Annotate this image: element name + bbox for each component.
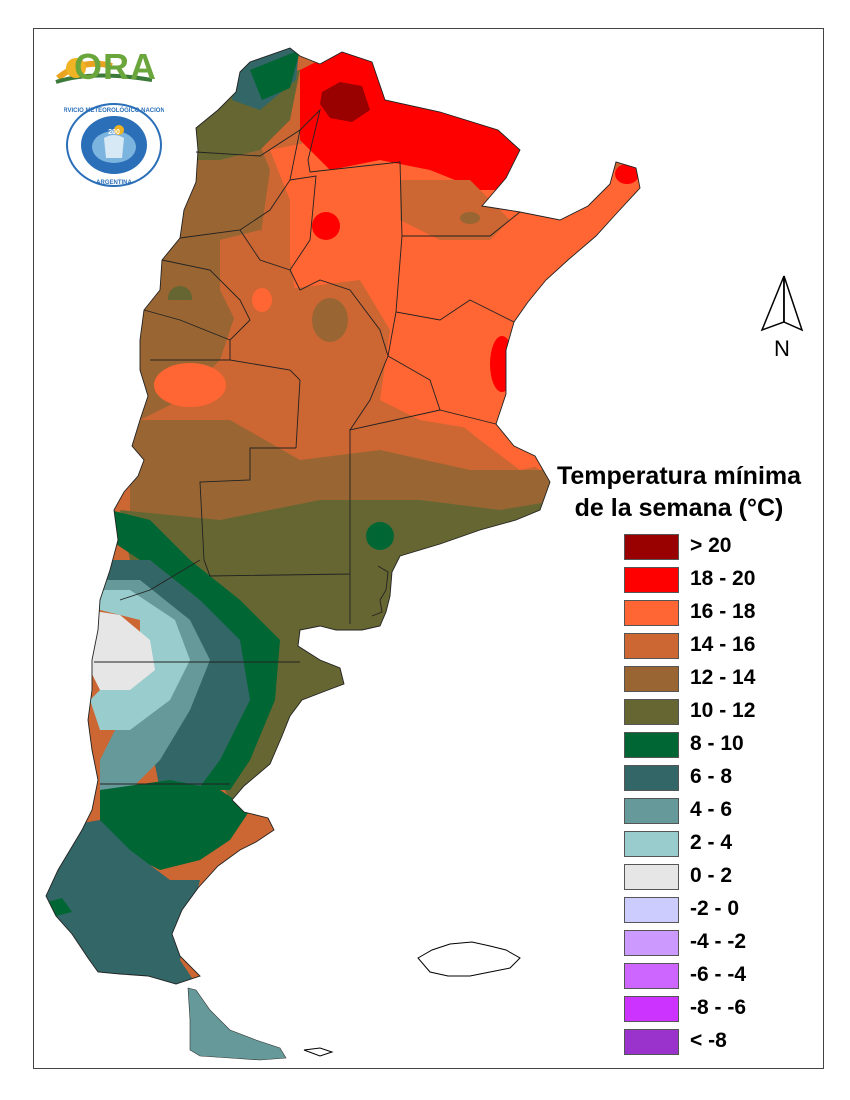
north-label: N (774, 336, 790, 361)
legend-swatch (624, 996, 679, 1022)
legend-title-line1: Temperatura mínima (556, 462, 802, 490)
smn-seal-logo: SERVICIO METEOROLÓGICO NACIONAL ARGENTIN… (55, 102, 173, 188)
legend-label: > 20 (690, 534, 732, 557)
legend-swatch (624, 963, 679, 989)
legend-swatch (624, 699, 679, 725)
legend-swatch (624, 666, 679, 692)
legend-swatch (624, 732, 679, 758)
legend-label: 2 - 4 (690, 831, 733, 854)
legend-title-line2: de la semana (°C) (574, 494, 784, 522)
svg-text:200: 200 (108, 129, 120, 136)
legend-label: 0 - 2 (690, 864, 733, 887)
legend-swatch (624, 765, 679, 791)
legend-label: 8 - 10 (690, 732, 744, 755)
ora-logo-text: ORA (74, 46, 157, 87)
legend-label: 18 - 20 (690, 567, 756, 590)
north-arrow: N (756, 272, 806, 364)
legend-title: Temperatura mínima de la semana (°C) (548, 460, 810, 524)
legend-label: -8 - -6 (690, 996, 747, 1019)
legend-label: 14 - 16 (690, 633, 756, 656)
svg-text:ARGENTINA: ARGENTINA (96, 180, 132, 186)
legend-swatch (624, 567, 679, 593)
legend-label: -4 - -2 (690, 930, 747, 953)
legend-swatch (624, 798, 679, 824)
legend-swatch (624, 897, 679, 923)
legend-swatch (624, 864, 679, 890)
legend-swatch (624, 831, 679, 857)
legend-label: 16 - 18 (690, 600, 756, 623)
north-arrow-icon (760, 275, 804, 332)
legend-label: 4 - 6 (690, 798, 733, 821)
legend-label: 12 - 14 (690, 666, 756, 689)
legend-swatch (624, 930, 679, 956)
legend-label: -2 - 0 (690, 897, 740, 920)
legend-swatch (624, 534, 679, 560)
ora-logo: ORA (52, 44, 162, 94)
legend-label: < -8 (690, 1029, 727, 1052)
legend-label: -6 - -4 (690, 963, 747, 986)
legend-swatch (624, 1029, 679, 1055)
ora-sun-icon (55, 58, 153, 84)
legend-label: 10 - 12 (690, 699, 756, 722)
legend-label: 6 - 8 (690, 765, 733, 788)
map-frame (33, 28, 824, 1069)
legend-swatch (624, 600, 679, 626)
legend-swatch (624, 633, 679, 659)
legend: Temperatura mínima de la semana (°C) > 2… (548, 460, 810, 1055)
